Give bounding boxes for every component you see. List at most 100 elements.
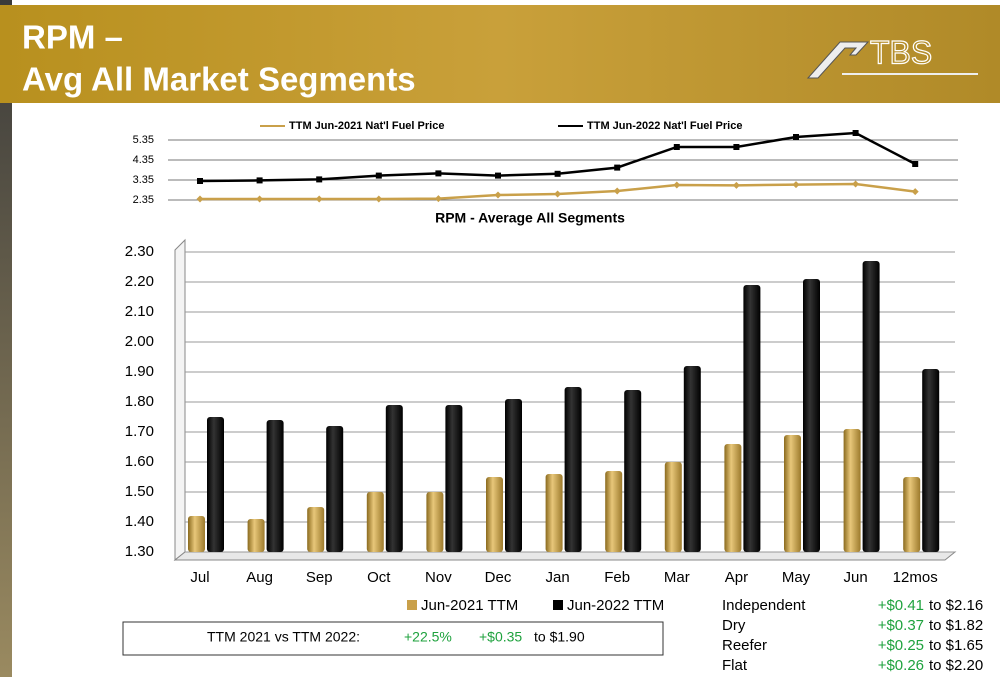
bar [784, 435, 801, 552]
y-tick-label: 1.90 [125, 363, 154, 380]
summary-label: TTM 2021 vs TTM 2022: [207, 629, 360, 645]
legend-label: Jun-2021 TTM [421, 597, 518, 614]
y-tick-label: 3.35 [133, 174, 154, 186]
y-tick-label: 2.10 [125, 303, 154, 320]
bar [922, 369, 940, 552]
segment-name: Reefer [722, 637, 767, 654]
y-tick-label: 1.80 [125, 393, 154, 410]
segment-change: +$0.25 [878, 637, 924, 654]
legend-label: Jun-2022 TTM [567, 597, 664, 614]
marker [852, 130, 859, 136]
bar [843, 429, 861, 552]
segment-to: to $2.16 [929, 597, 983, 614]
legend-swatch [407, 600, 417, 610]
y-tick-label: 2.30 [125, 243, 154, 260]
x-tick-label: Oct [367, 569, 391, 586]
marker [613, 187, 621, 195]
chart-title: RPM - Average All Segments [435, 210, 625, 226]
marker [495, 172, 501, 179]
marker [435, 170, 442, 177]
x-tick-label: Jun [844, 569, 868, 586]
bar [247, 519, 265, 552]
marker [912, 161, 919, 167]
x-tick-label: Sep [306, 569, 333, 586]
x-tick-label: Nov [425, 569, 452, 586]
marker [315, 195, 323, 203]
x-tick-label: Feb [604, 569, 630, 586]
marker [375, 172, 382, 179]
segment-name: Flat [722, 657, 748, 674]
logo: TBS [870, 34, 932, 70]
y-tick-label: 1.50 [125, 483, 154, 500]
segment-name: Independent [722, 597, 806, 614]
segment-name: Dry [722, 617, 746, 634]
marker [256, 195, 264, 203]
bar [683, 366, 701, 552]
y-tick-label: 2.35 [133, 194, 154, 206]
bar [743, 285, 761, 552]
x-tick-label: Aug [246, 569, 273, 586]
marker [911, 188, 919, 196]
y-tick-label: 5.35 [133, 134, 154, 146]
summary-change: +$0.35 [479, 629, 522, 645]
bar [385, 405, 403, 552]
marker [494, 191, 502, 199]
y-tick-label: 2.00 [125, 333, 154, 350]
legend-label: TTM Jun-2022 Nat'l Fuel Price [587, 120, 742, 132]
marker [852, 180, 860, 188]
plot-wall [174, 238, 186, 562]
marker [792, 181, 800, 189]
x-tick-label: Jan [546, 569, 570, 586]
bar [326, 426, 344, 552]
bar [664, 462, 682, 552]
side-strip [0, 0, 12, 677]
x-tick-label: Mar [664, 569, 690, 586]
bar [624, 390, 642, 552]
x-tick-label: Apr [725, 569, 748, 586]
x-tick-label: 12mos [893, 569, 938, 586]
bar [188, 516, 205, 552]
marker [256, 177, 263, 184]
y-tick-label: 1.40 [125, 513, 154, 530]
bar [207, 417, 224, 552]
bar [564, 387, 582, 552]
bar [426, 492, 444, 552]
summary-pct: +22.5% [404, 629, 452, 645]
summary-box [122, 621, 664, 656]
marker [733, 144, 740, 150]
logo-mark [806, 41, 870, 79]
bar [445, 405, 463, 552]
bar [724, 444, 742, 552]
marker [673, 144, 680, 150]
segment-to: to $2.20 [929, 657, 983, 674]
legend-swatch [553, 600, 563, 610]
marker [434, 195, 442, 203]
plot-floor [173, 551, 957, 561]
marker [554, 190, 562, 198]
marker [673, 181, 681, 189]
y-tick-label: 4.35 [133, 154, 154, 166]
x-tick-label: Jul [190, 569, 209, 586]
bar [803, 279, 820, 552]
bar [307, 507, 325, 552]
y-tick-label: 1.70 [125, 423, 154, 440]
title: Avg All Market Segments [22, 61, 416, 98]
y-tick-label: 2.20 [125, 273, 154, 290]
bar [903, 477, 921, 552]
marker [614, 164, 621, 171]
bar [545, 474, 563, 552]
bar [366, 492, 384, 552]
summary-to: to $1.90 [534, 629, 585, 645]
marker [793, 134, 799, 140]
marker [197, 178, 203, 184]
x-tick-label: Dec [485, 569, 512, 586]
legend-label: TTM Jun-2021 Nat'l Fuel Price [289, 120, 444, 132]
bar [486, 477, 503, 552]
bar [862, 261, 880, 552]
y-tick-label: 1.30 [125, 543, 154, 560]
segment-change: +$0.41 [878, 597, 924, 614]
bar [605, 471, 623, 552]
segment-change: +$0.26 [878, 657, 924, 674]
y-tick-label: 1.60 [125, 453, 154, 470]
